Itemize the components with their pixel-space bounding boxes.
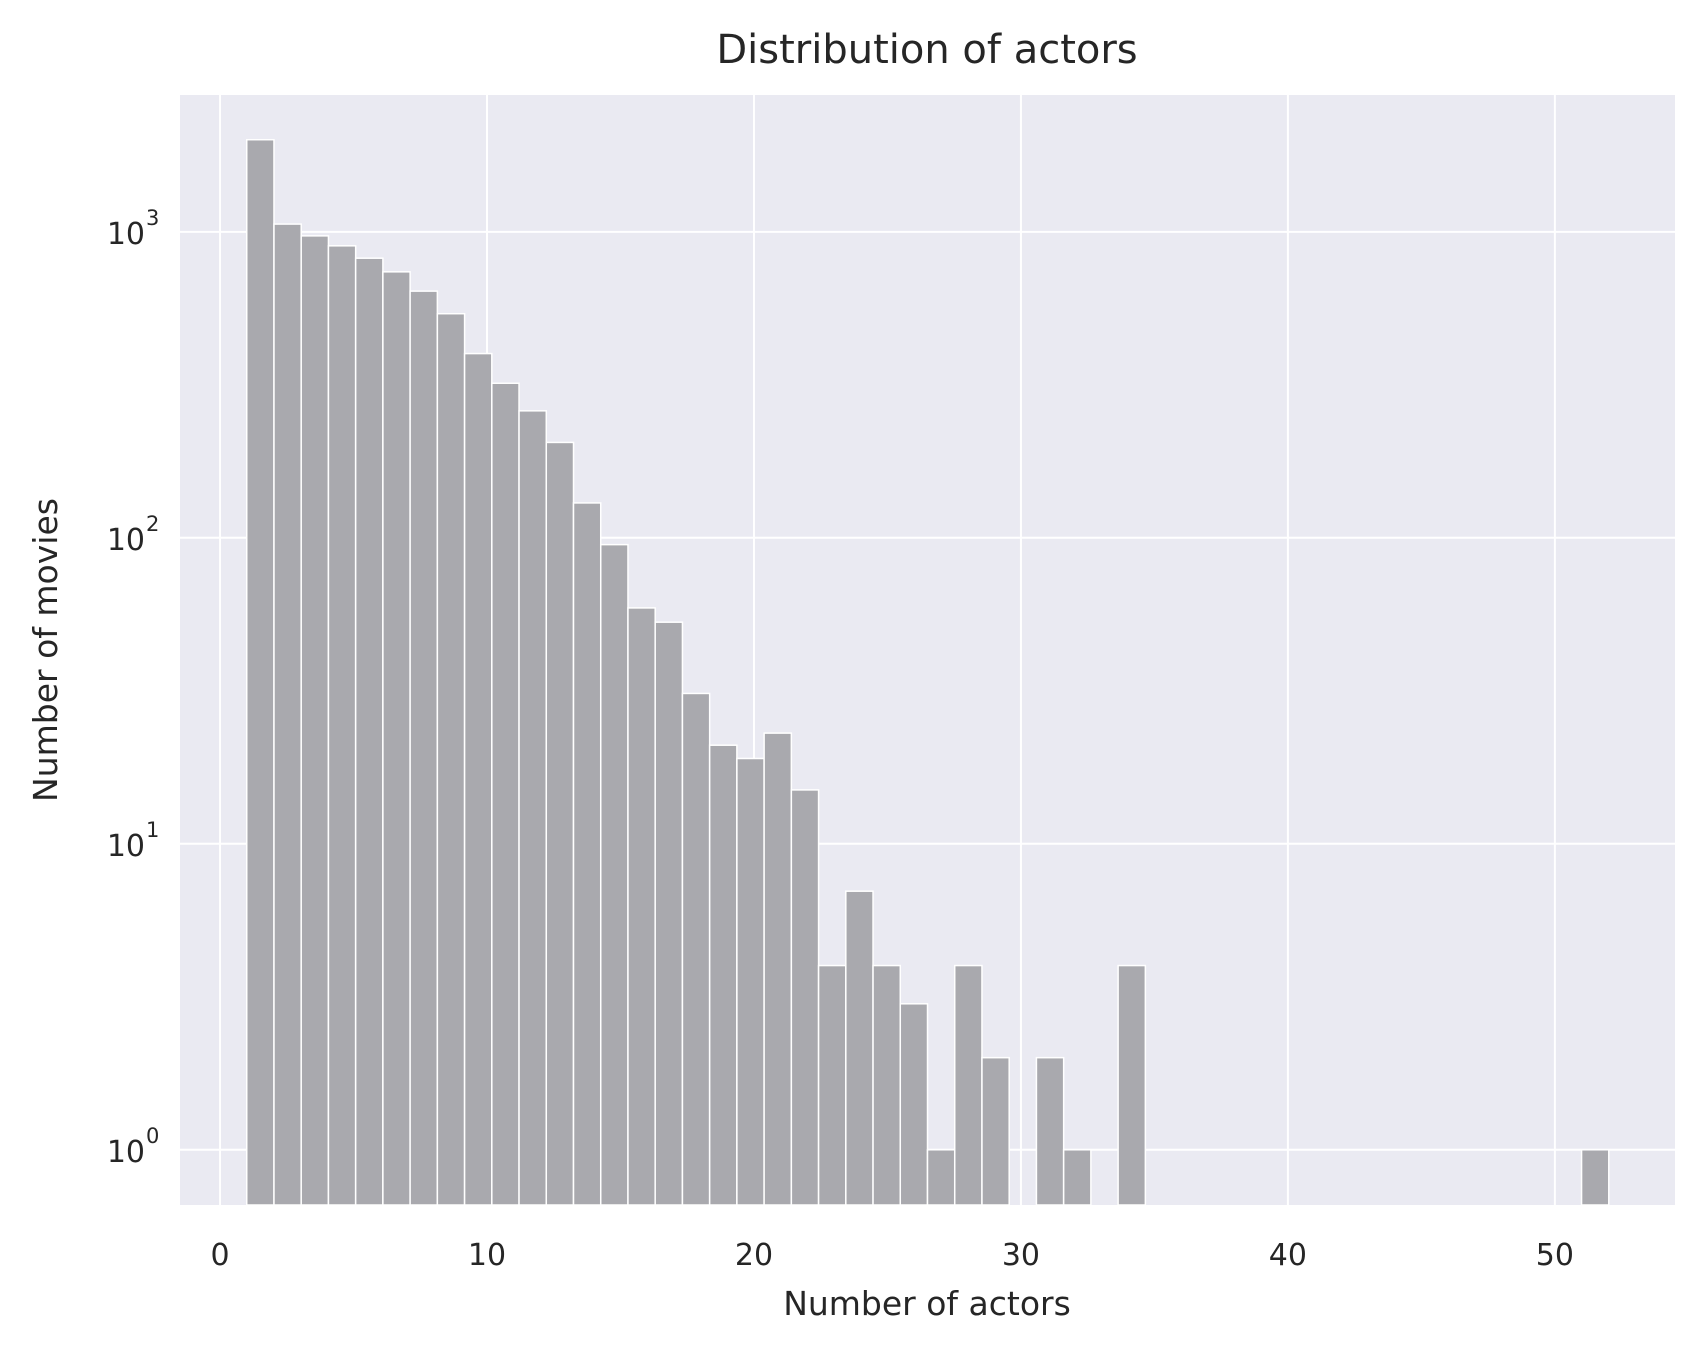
bar-1 xyxy=(273,223,302,1206)
y-tick-exponent: 2 xyxy=(146,512,159,536)
bar-14 xyxy=(627,607,656,1206)
bar-30 xyxy=(1117,964,1147,1206)
y-tick-base: 10 xyxy=(107,523,145,558)
y-tick-exponent: 1 xyxy=(146,818,159,842)
bar-4 xyxy=(354,257,384,1206)
bar-26 xyxy=(953,964,983,1206)
bar-23 xyxy=(872,964,902,1206)
bar-0 xyxy=(245,138,275,1206)
y-tick-label-1: 10 1 xyxy=(107,818,160,864)
bar-27 xyxy=(981,1056,1010,1206)
y-tick-label-2: 10 2 xyxy=(107,512,160,558)
x-tick-label-40: 40 xyxy=(1269,1238,1307,1273)
bar-11 xyxy=(545,441,575,1206)
bar-18 xyxy=(736,757,765,1206)
bar-5 xyxy=(382,271,411,1206)
bar-9 xyxy=(491,382,520,1206)
x-tick-label-50: 50 xyxy=(1536,1238,1574,1273)
x-tick-label-30: 30 xyxy=(1002,1238,1040,1273)
bar-8 xyxy=(463,352,493,1206)
x-tick-label-20: 20 xyxy=(735,1238,773,1273)
y-axis-label: Number of movies xyxy=(26,498,65,802)
bar-19 xyxy=(763,732,793,1206)
bar-17 xyxy=(708,744,738,1206)
bar-15 xyxy=(654,621,684,1206)
x-axis-label: Number of actors xyxy=(783,1284,1071,1323)
x-tick-label-10: 10 xyxy=(468,1238,506,1273)
bar-12 xyxy=(572,502,602,1206)
bar-29 xyxy=(1062,1149,1092,1206)
y-tick-label-3: 10 3 xyxy=(107,206,160,252)
bar-22 xyxy=(845,890,874,1206)
y-tick-base: 10 xyxy=(107,217,145,252)
bar-7 xyxy=(436,312,466,1206)
y-tick-exponent: 0 xyxy=(146,1124,159,1148)
bar-10 xyxy=(518,410,548,1206)
bar-28 xyxy=(1035,1056,1065,1206)
y-tick-label-0: 10 0 xyxy=(107,1124,160,1170)
x-tick-label-0: 0 xyxy=(210,1238,229,1273)
bar-2 xyxy=(300,235,330,1206)
bar-31 xyxy=(1580,1149,1610,1206)
y-tick-exponent: 3 xyxy=(146,206,159,230)
bar-13 xyxy=(599,543,629,1206)
bar-3 xyxy=(327,245,357,1206)
bar-16 xyxy=(681,692,711,1206)
bars xyxy=(245,138,1610,1206)
bar-6 xyxy=(409,290,439,1206)
y-tick-base: 10 xyxy=(107,829,145,864)
y-tick-base: 10 xyxy=(107,1135,145,1170)
chart-title: Distribution of actors xyxy=(716,27,1137,73)
bar-25 xyxy=(926,1149,956,1206)
bar-21 xyxy=(817,964,847,1206)
x-axis-ticks: 0 10 20 30 40 50 xyxy=(210,1238,1573,1273)
bar-20 xyxy=(790,789,820,1206)
bar-24 xyxy=(899,1003,929,1206)
